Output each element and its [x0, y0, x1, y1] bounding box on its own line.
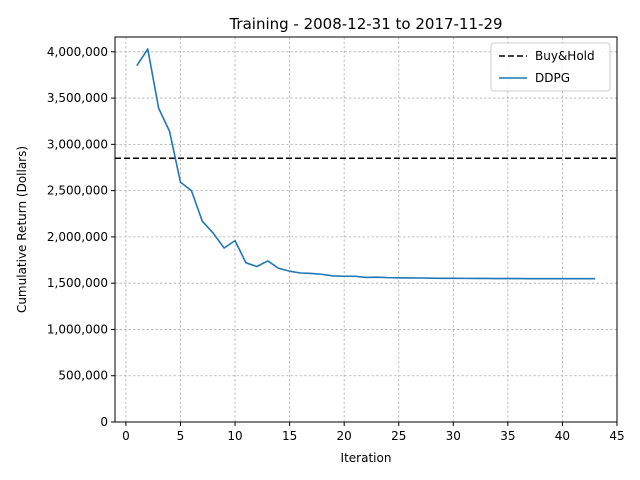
ddpg-point — [594, 278, 596, 280]
y-tick-label: 1,000,000 — [47, 322, 108, 336]
ddpg-point — [376, 276, 378, 278]
x-tick-label: 10 — [227, 429, 242, 443]
y-tick-label: 1,500,000 — [47, 276, 108, 290]
ddpg-point — [507, 278, 509, 280]
ddpg-point — [409, 277, 411, 279]
ddpg-point — [158, 107, 160, 109]
plot-area — [115, 37, 617, 422]
ddpg-point — [223, 247, 225, 249]
ddpg-point — [420, 277, 422, 279]
ddpg-point — [256, 266, 258, 268]
ddpg-point — [212, 232, 214, 234]
ddpg-point — [147, 48, 149, 50]
ddpg-point — [431, 277, 433, 279]
ddpg-point — [332, 275, 334, 277]
ddpg-point — [343, 275, 345, 277]
legend-label: Buy&Hold — [535, 49, 595, 63]
y-tick-label: 2,500,000 — [47, 184, 108, 198]
ddpg-point — [496, 278, 498, 280]
ddpg-point — [136, 65, 138, 67]
y-tick-label: 3,000,000 — [47, 137, 108, 151]
ddpg-point — [583, 278, 585, 280]
chart-title: Training - 2008-12-31 to 2017-11-29 — [228, 15, 502, 33]
ddpg-point — [245, 262, 247, 264]
ddpg-point — [289, 270, 291, 272]
ddpg-point — [365, 277, 367, 279]
ddpg-point — [551, 278, 553, 280]
plot-frame — [114, 36, 618, 423]
x-tick-label: 40 — [555, 429, 570, 443]
ddpg-point — [562, 278, 564, 280]
ddpg-point — [540, 278, 542, 280]
y-tick-label: 500,000 — [58, 369, 108, 383]
x-axis: 0 5 10 15 20 25 30 35 40 45 — [122, 422, 625, 443]
ddpg-point — [300, 272, 302, 274]
ddpg-point — [354, 275, 356, 277]
ddpg-point — [387, 277, 389, 279]
x-tick-label: 30 — [446, 429, 461, 443]
ddpg-point — [234, 240, 236, 242]
series-layer — [115, 48, 617, 280]
ddpg-point — [278, 268, 280, 270]
ddpg-point — [453, 277, 455, 279]
y-tick-label: 3,500,000 — [47, 91, 108, 105]
ddpg-point — [191, 190, 193, 192]
x-tick-label: 45 — [609, 429, 624, 443]
legend: Buy&Hold DDPG — [490, 42, 611, 92]
ddpg-point — [463, 278, 465, 280]
x-tick-label: 20 — [337, 429, 352, 443]
ddpg-point — [322, 274, 324, 276]
ddpg-point — [267, 260, 269, 262]
x-tick-label: 5 — [177, 429, 185, 443]
ddpg-point — [169, 131, 171, 133]
legend-box — [490, 42, 611, 92]
ddpg-point — [398, 277, 400, 279]
ddpg-line — [136, 48, 596, 280]
ddpg-point — [573, 278, 575, 280]
y-axis: 0 500,000 1,000,000 1,500,000 2,000,000 2,500… — [47, 45, 115, 429]
y-tick-label: 0 — [100, 415, 108, 429]
ddpg-point — [529, 278, 531, 280]
y-tick-label: 4,000,000 — [47, 45, 108, 59]
y-tick-label: 2,000,000 — [47, 230, 108, 244]
legend-label: DDPG — [535, 71, 570, 85]
ddpg-point — [442, 277, 444, 279]
ddpg-point — [202, 220, 204, 222]
ddpg-point — [474, 278, 476, 280]
x-tick-label: 35 — [500, 429, 515, 443]
x-tick-label: 0 — [122, 429, 130, 443]
x-tick-label: 25 — [391, 429, 406, 443]
ddpg-point — [518, 278, 520, 280]
ddpg-point — [180, 182, 182, 184]
y-axis-label: Cumulative Return (Dollars) — [15, 146, 29, 313]
ddpg-point — [311, 273, 313, 275]
x-tick-label: 15 — [282, 429, 297, 443]
x-axis-label: Iteration — [341, 451, 392, 465]
ddpg-point — [485, 278, 487, 280]
